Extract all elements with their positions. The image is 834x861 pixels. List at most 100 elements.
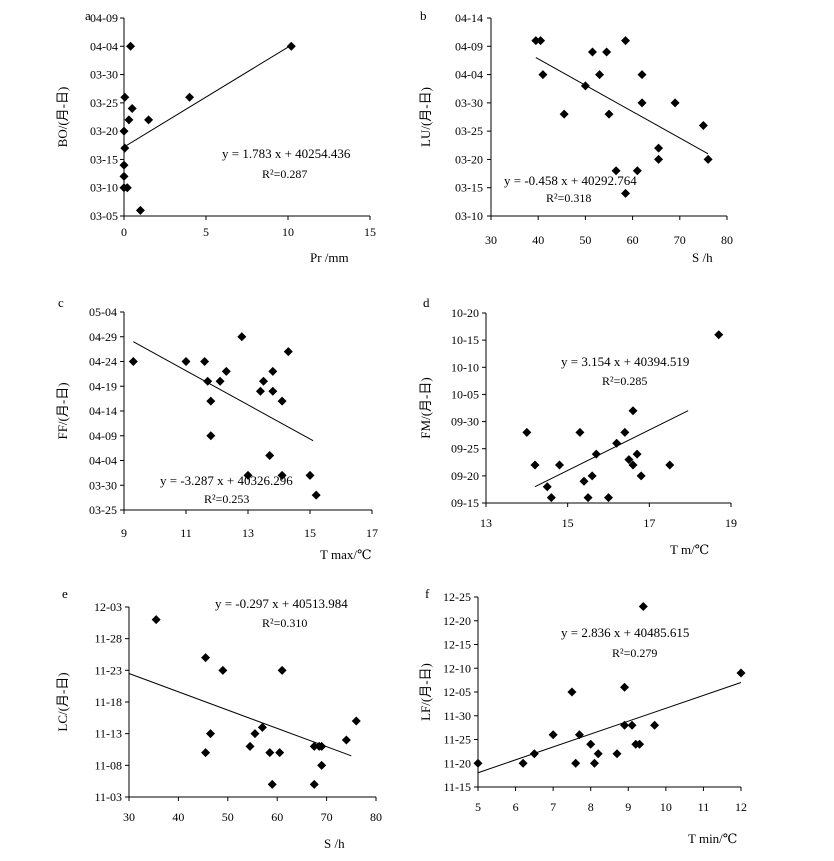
y-tick-label: 03-25 [455,124,483,138]
data-point [536,36,546,46]
data-point [283,347,293,357]
x-tick-label: 30 [485,233,497,247]
chart-panel-f: 11-15 11-20 11-25 11-30 12-05 12-10 12-15 12-20… [418,586,747,846]
data-point [620,720,630,730]
r-squared: R²=0.310 [262,616,307,630]
x-tick-label: 11 [180,526,192,540]
data-point [218,665,228,675]
r-squared: R²=0.285 [602,374,647,388]
y-tick-label: 11-28 [94,632,122,646]
y-tick-label: 11-13 [94,727,122,741]
panel-letter: b [420,8,427,23]
data-point [237,332,247,342]
y-tick-label: 04-04 [89,454,117,468]
y-tick-label: 03-10 [455,209,483,223]
data-point [265,748,275,758]
data-point [215,376,225,386]
data-point [122,183,132,193]
data-point [714,330,724,340]
y-tick-label: 11-23 [94,663,122,677]
data-point [575,427,585,437]
y-tick-label: 04-19 [89,379,117,393]
data-point [654,143,664,153]
data-point [311,490,321,500]
x-axis-label: S /h [324,836,345,851]
data-point [542,482,552,492]
chart-panel-d: 09-15 09-20 09-25 09-30 10-05 10-10 10-15 10-20… [418,295,737,557]
data-point [589,758,599,768]
data-point [637,70,647,80]
data-point [120,92,130,102]
data-point [309,741,319,751]
data-point [632,449,642,459]
data-point [286,41,296,51]
x-axis-label: S /h [692,250,713,265]
y-axis-label: BO/(月-日) [55,87,70,148]
x-tick-label: 0 [121,225,127,239]
x-tick-label: 13 [242,526,254,540]
data-point [628,460,638,470]
data-point [621,188,631,198]
data-point [593,749,603,759]
x-tick-label: 5 [203,225,209,239]
x-tick-label: 80 [721,233,733,247]
data-point [624,455,634,465]
chart-panel-a: 03-05 03-10 03-15 03-20 03-25 03-30 04-04 04-09… [55,8,376,265]
regression-equation: y = 2.836 x + 40485.615 [561,625,689,640]
x-tick-label: 9 [625,800,631,814]
y-tick-label: 03-30 [455,96,483,110]
data-point [473,758,483,768]
regression-equation: y = -0.458 x + 40292.764 [504,173,637,188]
data-point [135,205,145,215]
data-point [567,687,577,697]
x-tick-label: 50 [222,810,234,824]
data-point [206,729,216,739]
data-point [628,406,638,416]
r-squared: R²=0.318 [546,191,591,205]
data-point [119,160,129,170]
data-point [518,758,528,768]
x-tick-label: 80 [370,810,382,824]
data-point [670,98,680,108]
x-axis-label: T min/℃ [688,831,737,846]
y-tick-label: 04-29 [89,330,117,344]
trend-line [477,682,742,774]
x-tick-label: 13 [480,516,492,530]
data-point [638,602,648,611]
data-point [351,716,361,726]
data-point [257,722,267,732]
data-point [206,396,216,406]
data-point [580,81,590,91]
y-tick-label: 09-30 [451,415,479,429]
y-tick-label: 03-30 [90,68,118,82]
data-point [602,47,612,57]
y-axis-label: LF/(月-日) [418,663,433,721]
data-point [119,126,129,136]
y-tick-label: 12-03 [94,600,122,614]
r-squared: R²=0.287 [262,167,307,181]
y-tick-label: 10-20 [451,306,479,320]
data-point [612,749,622,759]
trend-line [535,57,709,155]
x-tick-label: 40 [532,233,544,247]
y-tick-label: 10-10 [451,360,479,374]
data-point [531,36,541,46]
data-point [275,748,285,758]
data-point [126,41,136,51]
data-point [522,427,532,437]
y-tick-label: 03-25 [89,503,117,517]
data-point [120,143,130,153]
y-tick-label: 03-20 [90,124,118,138]
data-point [627,720,637,730]
y-tick-label: 10-15 [451,333,479,347]
data-point [243,470,253,480]
data-point [185,92,195,102]
data-point [587,47,597,57]
x-tick-label: 7 [550,800,556,814]
y-tick-label: 04-09 [89,429,117,443]
y-axis-label: FM/(月-日) [418,377,433,438]
data-point [650,720,660,730]
y-tick-label: 03-30 [89,478,117,492]
